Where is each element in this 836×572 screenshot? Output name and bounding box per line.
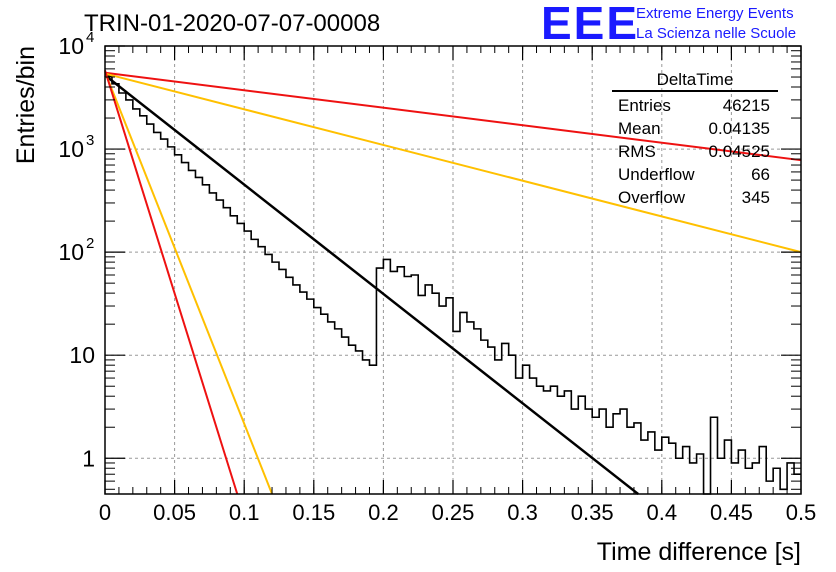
x-tick-label: 0.3: [507, 500, 538, 525]
y-tick-label: 10: [58, 136, 84, 162]
x-tick-label: 0.45: [710, 500, 753, 525]
plot-title: TRIN-01-2020-07-07-00008: [84, 10, 381, 37]
grid-lines: [105, 46, 801, 494]
fit-line-2: [104, 71, 802, 162]
y-tick-label: 10: [58, 239, 84, 265]
x-tick-label: 0: [99, 500, 111, 525]
y-tick-label: 10: [58, 33, 84, 59]
histogram: [105, 75, 801, 495]
y-tick-label: 1: [82, 445, 95, 471]
fit-line-4: [104, 71, 273, 495]
stats-label: Overflow: [618, 188, 686, 207]
logo-line-1: Extreme Energy Events: [636, 5, 794, 22]
x-axis-title: Time difference [s]: [597, 538, 801, 566]
stats-row-rms: RMS 0.04525: [612, 140, 778, 163]
x-tick-label: 0.5: [786, 500, 817, 525]
stats-value: 66: [751, 165, 770, 184]
stats-box: DeltaTime Entries 46215 Mean 0.04135 RMS…: [612, 70, 778, 209]
stats-row-underflow: Underflow 66: [612, 163, 778, 186]
x-tick-label: 0.05: [153, 500, 196, 525]
stats-value: 0.04135: [708, 119, 770, 138]
stats-label: Mean: [618, 119, 661, 138]
stats-value: 0.04525: [708, 142, 770, 161]
fit-lines: [104, 70, 802, 495]
y-tick-exponent: 3: [86, 132, 94, 149]
y-tick-exponent: 2: [86, 235, 94, 252]
x-tick-label: 0.2: [368, 500, 399, 525]
x-tick-label: 0.35: [571, 500, 614, 525]
histogram-outline: [105, 75, 801, 495]
logo-line-2: La Scienza nelle Scuole: [636, 25, 797, 42]
y-tick-label: 10: [69, 342, 95, 368]
x-tick-labels: 0 0.05 0.1 0.15 0.2 0.25 0.3 0.35 0.4 0.45 0.5: [99, 500, 816, 525]
y-tick-exponent: 4: [86, 29, 94, 46]
x-tick-label: 0.1: [229, 500, 260, 525]
stats-value: 345: [741, 188, 770, 207]
stats-label: RMS: [618, 142, 656, 161]
stats-row-mean: Mean 0.04135: [612, 117, 778, 140]
stats-divider: [612, 90, 778, 92]
fit-line-1: [104, 74, 639, 495]
stats-value: 46215: [722, 96, 770, 115]
axis-ticks: [104, 45, 802, 494]
x-tick-label: 0.15: [292, 500, 335, 525]
stats-label: Underflow: [618, 165, 695, 184]
x-tick-label: 0.4: [647, 500, 678, 525]
stats-row-entries: Entries 46215: [612, 94, 778, 117]
y-axis-title: Entries/bin: [12, 46, 40, 164]
fit-line-5: [104, 70, 239, 495]
stats-row-overflow: Overflow 345: [612, 186, 778, 209]
stats-label: Entries: [618, 96, 671, 115]
fit-line-3: [104, 72, 802, 254]
x-tick-label: 0.25: [432, 500, 475, 525]
stats-title: DeltaTime: [656, 70, 734, 89]
eee-logo-mark: EEE: [541, 0, 640, 49]
